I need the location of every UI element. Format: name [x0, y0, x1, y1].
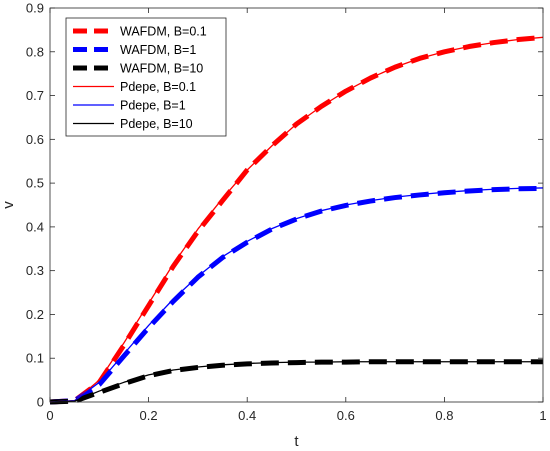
y-tick-label: 0.9 [26, 1, 44, 16]
series-line-6 [49, 361, 543, 403]
axes-box [49, 7, 544, 403]
legend-label-2: WAFDM, B=1 [120, 43, 196, 57]
y-tick-label: 0.2 [26, 307, 44, 322]
series-line-4 [49, 36, 544, 403]
legend-label-5: Pdepe, B=1 [120, 99, 186, 113]
y-axis-label: v [0, 201, 17, 209]
plot-area [49, 34, 544, 405]
x-tick-label: 0.4 [238, 408, 256, 423]
y-tick-label: 0.5 [26, 176, 44, 191]
x-tick-label: 0.2 [140, 408, 158, 423]
legend-label-3: WAFDM, B=10 [120, 62, 203, 76]
x-axis-label: t [294, 433, 299, 450]
y-tick-label: 0.4 [26, 219, 44, 234]
legend: WAFDM, B=0.1 WAFDM, B=1 WAFDM, B=10 Pdepe, … [65, 17, 227, 137]
legend-label-1: WAFDM, B=0.1 [120, 25, 207, 39]
y-tick-label: 0.1 [26, 351, 44, 366]
x-tick-label: 0.6 [337, 408, 355, 423]
y-tick-label: 0.6 [26, 132, 44, 147]
x-tick-label: 1 [539, 408, 546, 423]
series-line-5 [49, 187, 544, 403]
x-tick-label: 0.8 [435, 408, 453, 423]
y-tick-label: 0.8 [26, 44, 44, 59]
legend-box [65, 17, 227, 137]
legend-label-6: Pdepe, B=10 [120, 117, 193, 131]
y-tick-label: 0 [37, 395, 44, 410]
y-tick-label: 0.3 [26, 263, 44, 278]
x-tick-label: 0 [46, 408, 53, 423]
y-tick-label: 0.7 [26, 88, 44, 103]
legend-label-4: Pdepe, B=0.1 [120, 80, 196, 94]
